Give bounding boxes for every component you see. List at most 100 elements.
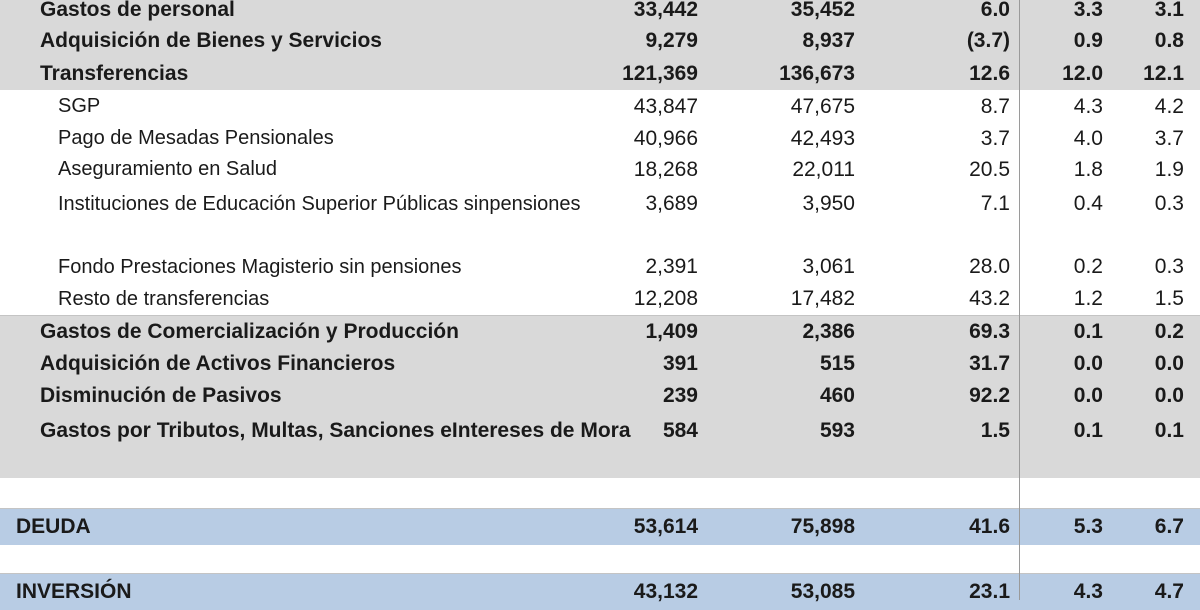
value-col-5: 0.0 [1154,352,1184,375]
value-col-3: 1.5 [980,419,1010,442]
row-label-line-2: Intereses de Mora [451,419,631,442]
value-col-5: 1.5 [1154,287,1184,310]
row-label: Fondo Prestaciones Magisterio sin pensio… [58,255,462,278]
value-col-1: 18,268 [633,157,698,181]
value-col-1: 33,442 [633,0,698,21]
value-col-2: 75,898 [790,515,855,538]
row-label: Adquisición de Bienes y Servicios [40,29,382,52]
value-col-5: 6.7 [1154,515,1184,538]
value-col-5: 4.2 [1154,94,1184,118]
value-col-4: 5.3 [1073,515,1103,538]
value-col-3: 43.2 [969,287,1010,310]
table-row: Transferencias 121,369 136,673 12.6 12.0… [0,57,1200,90]
value-col-4: 3.3 [1073,0,1103,21]
value-col-3: 41.6 [969,515,1010,538]
value-col-2: 22,011 [792,157,855,181]
section-row-deuda: DEUDA 53,614 75,898 41.6 5.3 6.7 [0,508,1200,545]
value-col-4: 0.9 [1073,29,1103,52]
value-col-2: 47,675 [790,94,855,118]
table-row: Gastos de personal 33,442 35,452 6.0 3.3… [0,0,1200,27]
value-col-2: 42,493 [790,126,855,150]
row-label: Instituciones de Educación Superior Públ… [58,185,581,254]
value-col-1: 239 [662,384,698,407]
value-col-1: 3,689 [645,192,698,215]
value-col-3: 7.1 [980,192,1010,215]
value-col-4: 4.0 [1073,126,1103,150]
table-row: Gastos por Tributos, Multas, Sanciones e… [0,412,1200,478]
value-col-4: 0.0 [1073,384,1103,407]
row-label: Pago de Mesadas Pensionales [58,127,334,149]
section-label: DEUDA [16,515,91,538]
column-divider [1019,0,1020,600]
value-col-3: 28.0 [969,255,1010,278]
row-label: Aseguramiento en Salud [58,158,278,180]
row-label-line-2: pensiones [489,193,581,215]
value-col-3: 23.1 [969,580,1010,603]
value-col-4: 0.1 [1073,419,1103,442]
value-col-3: 8.7 [980,94,1010,118]
value-col-2: 8,937 [802,29,855,52]
table-row: Aseguramiento en Salud 18,268 22,011 20.… [0,154,1200,185]
table-row: SGP 43,847 47,675 8.7 4.3 4.2 [0,90,1200,123]
row-label-line-1: Instituciones de Educación Superior Públ… [58,193,490,215]
value-col-3: 20.5 [969,157,1010,181]
value-col-2: 53,085 [790,580,855,603]
value-col-4: 0.4 [1073,192,1103,215]
value-col-4: 0.0 [1073,352,1103,375]
value-col-3: 31.7 [969,352,1010,375]
value-col-5: 0.2 [1154,320,1184,343]
value-col-5: 3.1 [1154,0,1184,21]
table-row: Instituciones de Educación Superior Públ… [0,185,1200,251]
value-col-4: 4.3 [1073,580,1103,603]
value-col-3: 3.7 [980,126,1010,150]
value-col-3: (3.7) [966,29,1010,52]
row-label-line-1: Gastos por Tributos, Multas, Sanciones e [40,419,452,442]
value-col-2: 136,673 [779,61,855,85]
value-col-1: 12,208 [633,287,698,310]
value-col-3: 12.6 [969,61,1010,85]
value-col-1: 391 [662,352,698,375]
value-col-5: 1.9 [1154,157,1184,181]
value-col-1: 43,132 [633,580,698,603]
row-label: Gastos por Tributos, Multas, Sanciones e… [32,412,631,481]
value-col-1: 2,391 [645,255,698,278]
value-col-2: 35,452 [790,0,855,21]
section-label: INVERSIÓN [16,580,132,603]
row-label: Disminución de Pasivos [40,384,282,407]
value-col-3: 69.3 [969,320,1010,343]
row-label: SGP [58,95,101,117]
table-row: Adquisición de Bienes y Servicios 9,279 … [0,25,1200,57]
value-col-1: 121,369 [622,61,698,85]
table-row: Fondo Prestaciones Magisterio sin pensio… [0,251,1200,283]
value-col-2: 3,950 [802,192,855,215]
value-col-5: 3.7 [1154,126,1184,150]
value-col-3: 6.0 [980,0,1010,21]
value-col-1: 43,847 [633,94,698,118]
value-col-5: 12.1 [1143,61,1184,85]
table-row: Resto de transferencias 12,208 17,482 43… [0,283,1200,315]
value-col-1: 584 [662,419,698,442]
row-label: Gastos de Comercialización y Producción [40,320,459,343]
value-col-5: 0.3 [1154,255,1184,278]
value-col-5: 0.8 [1154,29,1184,52]
section-row-inversion: INVERSIÓN 43,132 53,085 23.1 4.3 4.7 [0,573,1200,610]
value-col-4: 0.1 [1073,320,1103,343]
value-col-2: 460 [819,384,855,407]
value-col-2: 515 [819,352,855,375]
value-col-4: 0.2 [1073,255,1103,278]
value-col-4: 1.8 [1073,157,1103,181]
value-col-2: 3,061 [802,255,855,278]
row-label: Adquisición de Activos Financieros [40,352,396,375]
value-col-2: 593 [819,419,855,442]
table-row: Gastos de Comercialización y Producción … [0,315,1200,348]
table-row: Pago de Mesadas Pensionales 40,966 42,49… [0,123,1200,154]
value-col-5: 4.7 [1154,580,1184,603]
value-col-4: 4.3 [1073,94,1103,118]
value-col-1: 1,409 [645,320,698,343]
value-col-2: 2,386 [802,320,855,343]
table-row: Disminución de Pasivos 239 460 92.2 0.0 … [0,380,1200,412]
value-col-2: 17,482 [790,287,855,310]
value-col-1: 9,279 [645,29,698,52]
value-col-4: 12.0 [1062,61,1103,85]
value-col-3: 92.2 [969,384,1010,407]
